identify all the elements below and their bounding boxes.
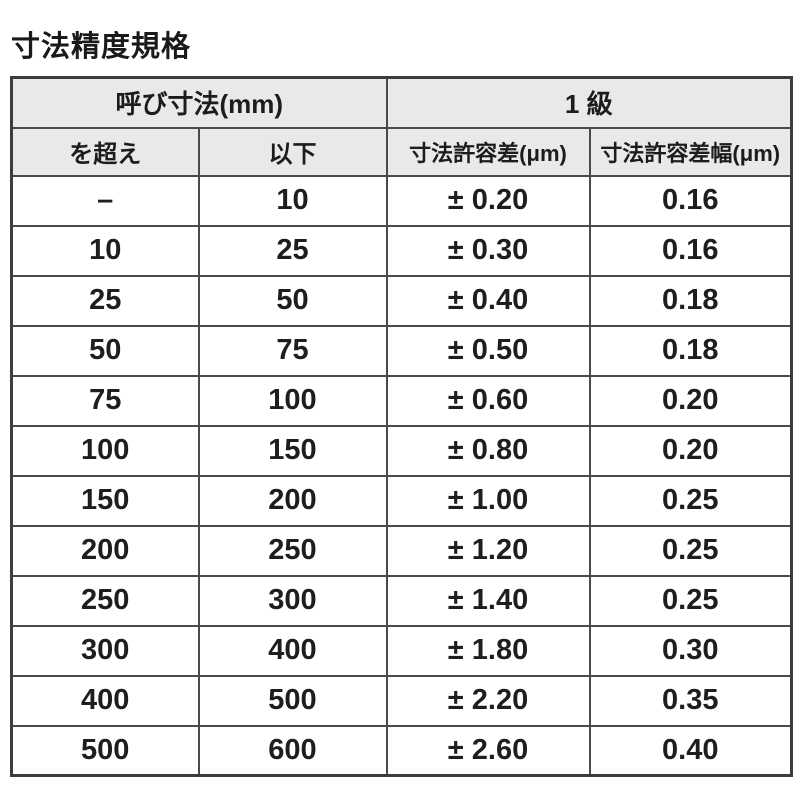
table-cell: 150: [10, 474, 200, 527]
table-cell: 250: [10, 574, 200, 627]
table-cell: 0.40: [588, 724, 793, 777]
table-row: 300 400 ± 1.80 0.30: [10, 624, 793, 677]
table-cell: 600: [197, 724, 388, 777]
table-cell: ± 2.20: [385, 674, 591, 727]
header-columns-row: を超え 以下 寸法許容差(μm) 寸法許容差幅(μm): [10, 126, 793, 177]
table-cell: ± 0.30: [385, 224, 591, 277]
table-cell: 0.30: [588, 624, 793, 677]
table-cell: 100: [197, 374, 388, 427]
header-nominal-size: 呼び寸法(mm): [10, 76, 388, 129]
table-cell: 500: [10, 724, 200, 777]
table-cell: ± 1.40: [385, 574, 591, 627]
table-row: 100 150 ± 0.80 0.20: [10, 424, 793, 477]
table-cell: 150: [197, 424, 388, 477]
column-header-tolerance: 寸法許容差(μm): [385, 126, 591, 177]
table-cell: 200: [10, 524, 200, 577]
table-cell: 50: [197, 274, 388, 327]
table-cell: ± 0.80: [385, 424, 591, 477]
table-row: 150 200 ± 1.00 0.25: [10, 474, 793, 527]
table-row: 25 50 ± 0.40 0.18: [10, 274, 793, 327]
table-cell: 200: [197, 474, 388, 527]
table-cell: 100: [10, 424, 200, 477]
table-cell: 250: [197, 524, 388, 577]
table-cell: 0.16: [588, 174, 793, 227]
table-cell: 25: [197, 224, 388, 277]
table-cell: ± 0.50: [385, 324, 591, 377]
table-cell: 50: [10, 324, 200, 377]
header-grade: 1 級: [385, 76, 793, 129]
table-cell: 0.25: [588, 574, 793, 627]
table-cell: 75: [197, 324, 388, 377]
table-cell: ± 1.00: [385, 474, 591, 527]
table-cell: ± 1.20: [385, 524, 591, 577]
table-row: –10 ± 0.20 0.16: [10, 174, 793, 227]
table-cell: ± 0.60: [385, 374, 591, 427]
table-header: 呼び寸法(mm) 1 級 を超え 以下 寸法許容差(μm) 寸法許容差幅(μm): [10, 76, 793, 177]
table-cell: ± 0.40: [385, 274, 591, 327]
dimension-accuracy-table: 呼び寸法(mm) 1 級 を超え 以下 寸法許容差(μm) 寸法許容差幅(μm)…: [10, 76, 793, 777]
table-row: 10 25 ± 0.30 0.16: [10, 224, 793, 277]
table-cell: 0.25: [588, 524, 793, 577]
table-cell: 400: [197, 624, 388, 677]
table-cell: 0.16: [588, 224, 793, 277]
table-cell: 0.35: [588, 674, 793, 727]
table-cell: 0.18: [588, 324, 793, 377]
table-cell: 10: [197, 174, 388, 227]
column-header-over: を超え: [10, 126, 200, 177]
header-group-row: 呼び寸法(mm) 1 級: [10, 76, 793, 129]
table-cell: 0.20: [588, 424, 793, 477]
table-cell: –: [10, 174, 200, 227]
table-cell: ± 0.20: [385, 174, 591, 227]
table-row: 400 500 ± 2.20 0.35: [10, 674, 793, 727]
table-cell: ± 1.80: [385, 624, 591, 677]
table-cell: 0.18: [588, 274, 793, 327]
table-cell: 500: [197, 674, 388, 727]
table-row: 200 250 ± 1.20 0.25: [10, 524, 793, 577]
table-row: 250 300 ± 1.40 0.25: [10, 574, 793, 627]
table-row: 75 100 ± 0.60 0.20: [10, 374, 793, 427]
table-cell: 0.20: [588, 374, 793, 427]
table-cell: 300: [197, 574, 388, 627]
table-cell: 400: [10, 674, 200, 727]
column-header-tolerance-width: 寸法許容差幅(μm): [588, 126, 793, 177]
table-cell: 300: [10, 624, 200, 677]
table-row: 500 600 ± 2.60 0.40: [10, 724, 793, 777]
column-header-under: 以下: [197, 126, 388, 177]
table-cell: 25: [10, 274, 200, 327]
table-body: –10 ± 0.20 0.16 10 25 ± 0.30 0.16 25 50 ± 0.40 0.1…: [10, 174, 793, 777]
table-cell: 75: [10, 374, 200, 427]
page-title: 寸法精度規格: [11, 31, 192, 63]
table-cell: 10: [10, 224, 200, 277]
table-cell: ± 2.60: [385, 724, 591, 777]
table-row: 50 75 ± 0.50 0.18: [10, 324, 793, 377]
table-cell: 0.25: [588, 474, 793, 527]
